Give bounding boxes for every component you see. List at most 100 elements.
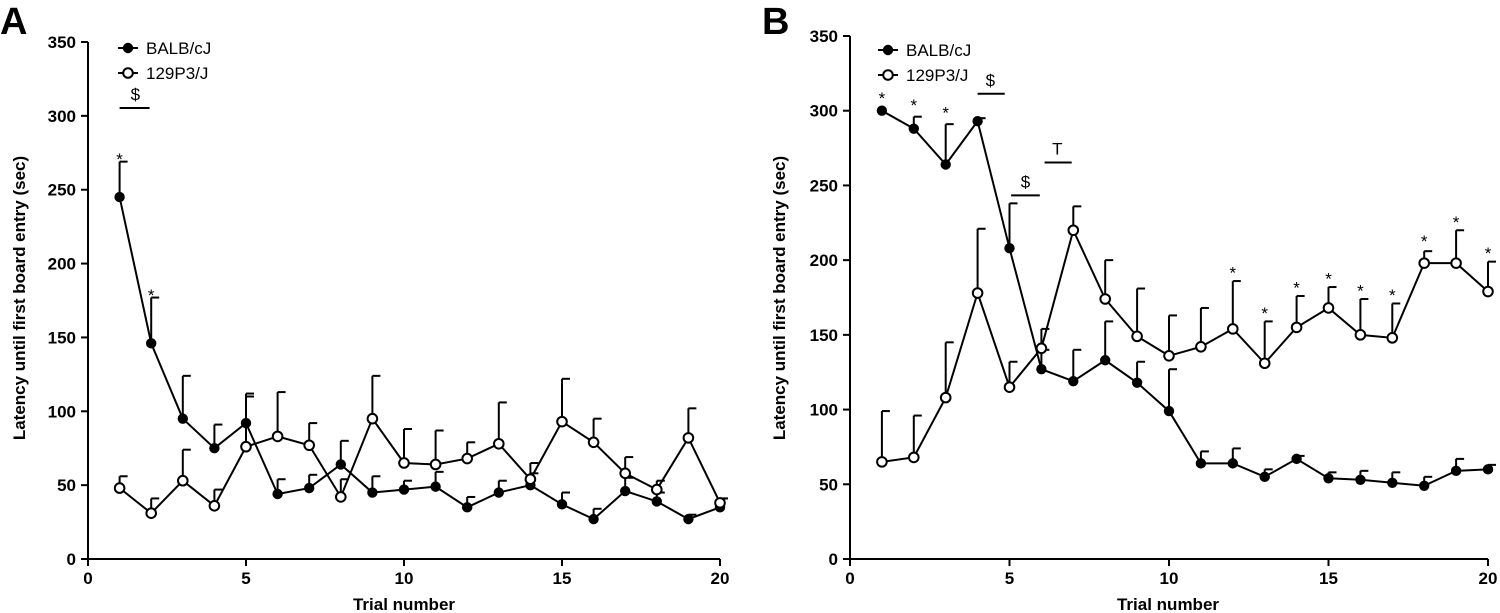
data-point-filled xyxy=(1195,458,1207,469)
data-point-open xyxy=(1354,329,1367,341)
panel-b: B 0 50 100 150 200 250 300 350 0 5 10 15 20 * * * $ $ T * * *… xyxy=(762,1,1497,613)
x-tick-label: 0 xyxy=(83,569,92,588)
legend-label: BALB/cJ xyxy=(146,39,211,58)
legend-label: BALB/cJ xyxy=(906,41,971,60)
y-tick-label: 300 xyxy=(810,102,838,121)
data-point-filled xyxy=(1068,375,1079,387)
legend-marker-filled xyxy=(882,44,894,56)
data-point-open xyxy=(113,482,126,494)
y-tick-label: 100 xyxy=(48,402,76,421)
significance-label: $ xyxy=(986,71,996,90)
significance-star: * xyxy=(1229,264,1236,283)
panel-label: B xyxy=(762,1,789,43)
x-tick-label: 10 xyxy=(1160,569,1179,588)
y-tick-label: 150 xyxy=(810,326,838,345)
data-point-open xyxy=(908,451,920,464)
data-point-filled xyxy=(1131,377,1143,388)
data-point-open xyxy=(1227,323,1239,335)
data-point-filled xyxy=(876,105,888,116)
data-point-open xyxy=(1131,330,1143,343)
significance-star: * xyxy=(942,104,949,123)
x-tick-label: 20 xyxy=(1479,569,1498,588)
data-point-open xyxy=(1322,302,1335,314)
x-tick-label: 5 xyxy=(1005,569,1014,588)
data-point-filled xyxy=(651,496,662,507)
data-point-open xyxy=(1163,349,1175,362)
significance-star: * xyxy=(1389,286,1396,305)
x-tick-label: 15 xyxy=(1319,569,1338,588)
data-point-filled xyxy=(620,485,631,497)
significance-star: * xyxy=(1453,213,1460,232)
data-point-filled xyxy=(972,115,983,127)
data-point-open xyxy=(398,457,410,469)
data-point-open xyxy=(1258,357,1271,370)
data-point-open xyxy=(682,432,695,444)
x-axis-label: Trial number xyxy=(353,595,455,613)
significance-star: * xyxy=(879,89,886,108)
data-point-open xyxy=(208,500,221,512)
data-point-open xyxy=(366,412,379,425)
data-point-open xyxy=(1482,285,1494,298)
data-point-open xyxy=(1386,332,1399,344)
data-point-filled xyxy=(683,513,694,525)
data-point-open xyxy=(939,391,952,404)
data-point-open xyxy=(240,440,252,453)
data-point-filled xyxy=(1100,355,1111,366)
data-point-filled xyxy=(177,413,189,424)
data-point-filled xyxy=(1450,465,1462,477)
data-point-filled xyxy=(335,459,346,470)
significance-star: * xyxy=(1261,304,1268,323)
data-point-open xyxy=(524,473,537,486)
data-point-open xyxy=(651,483,663,496)
panel-label: A xyxy=(0,1,27,43)
legend-marker-open xyxy=(882,69,894,81)
x-tick-label: 15 xyxy=(553,569,572,588)
y-tick-label: 50 xyxy=(57,476,76,495)
data-point-open xyxy=(177,474,189,487)
data-point-filled xyxy=(1227,458,1239,469)
y-tick-label: 250 xyxy=(810,176,838,195)
series-line-129p3j xyxy=(881,227,1489,463)
significance-star: * xyxy=(116,150,123,169)
data-point-open xyxy=(876,456,888,468)
data-point-filled xyxy=(398,484,410,495)
legend-marker-filled xyxy=(122,42,134,54)
significance-star: * xyxy=(1485,244,1492,263)
data-point-filled xyxy=(146,338,157,349)
data-point-filled xyxy=(272,488,283,500)
y-tick-label: 350 xyxy=(810,27,838,46)
data-point-filled xyxy=(1163,405,1175,417)
data-point-filled xyxy=(1036,364,1047,375)
data-point-open xyxy=(1290,321,1303,334)
data-point-open xyxy=(303,439,316,452)
legend-marker-open xyxy=(122,67,134,79)
data-point-open xyxy=(619,467,632,480)
data-point-filled xyxy=(1419,480,1430,491)
y-axis-label: Latency until first board entry (sec) xyxy=(10,156,29,440)
y-tick-label: 0 xyxy=(829,550,838,569)
data-point-open xyxy=(271,430,284,443)
y-tick-label: 50 xyxy=(819,475,838,494)
data-point-open xyxy=(1067,224,1080,237)
x-tick-label: 20 xyxy=(711,569,730,588)
series-line-129p3j xyxy=(118,416,721,515)
significance-star: * xyxy=(910,96,917,115)
x-tick-label: 10 xyxy=(395,569,414,588)
data-point-open xyxy=(1450,257,1462,269)
y-tick-label: 150 xyxy=(48,328,76,347)
y-axis-label: Latency until first board entry (sec) xyxy=(770,156,789,440)
data-point-open xyxy=(1003,381,1016,393)
y-tick-label: 200 xyxy=(48,255,76,274)
significance-label: $ xyxy=(1021,172,1031,191)
data-point-filled xyxy=(1482,464,1494,475)
y-tick-label: 250 xyxy=(48,181,76,200)
y-tick-label: 350 xyxy=(48,33,76,52)
data-point-filled xyxy=(1323,473,1334,484)
data-point-open xyxy=(971,287,984,299)
significance-star: * xyxy=(1293,279,1300,298)
data-point-open xyxy=(429,458,442,471)
data-point-open xyxy=(1418,257,1430,269)
data-point-open xyxy=(335,491,347,503)
series-line-balbcj xyxy=(881,109,1489,487)
data-point-filled xyxy=(209,443,220,454)
